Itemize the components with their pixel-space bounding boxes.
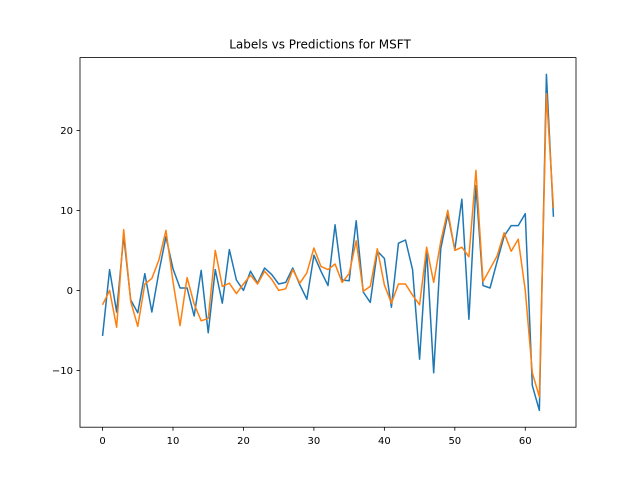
x-tick-label: 30: [308, 436, 321, 447]
chart-title: Labels vs Predictions for MSFT: [229, 38, 411, 52]
x-tick-label: 60: [519, 436, 532, 447]
x-tick-label: 50: [448, 436, 461, 447]
x-tick-label: 20: [237, 436, 250, 447]
y-tick-label: 0: [67, 286, 73, 297]
y-tick-label: 20: [60, 126, 73, 137]
x-tick-label: 0: [99, 436, 105, 447]
plot-area: [101, 73, 555, 412]
series-line-2: [101, 92, 555, 398]
x-tick-label: 40: [378, 436, 391, 447]
axes-frame: [79, 57, 577, 428]
y-tick-label: 10: [60, 206, 73, 217]
x-tick-label: 10: [167, 436, 180, 447]
axes: 0 10 20 30 40 50 60 −10 0 10 20: [52, 126, 532, 447]
y-tick-label: −10: [52, 366, 73, 377]
